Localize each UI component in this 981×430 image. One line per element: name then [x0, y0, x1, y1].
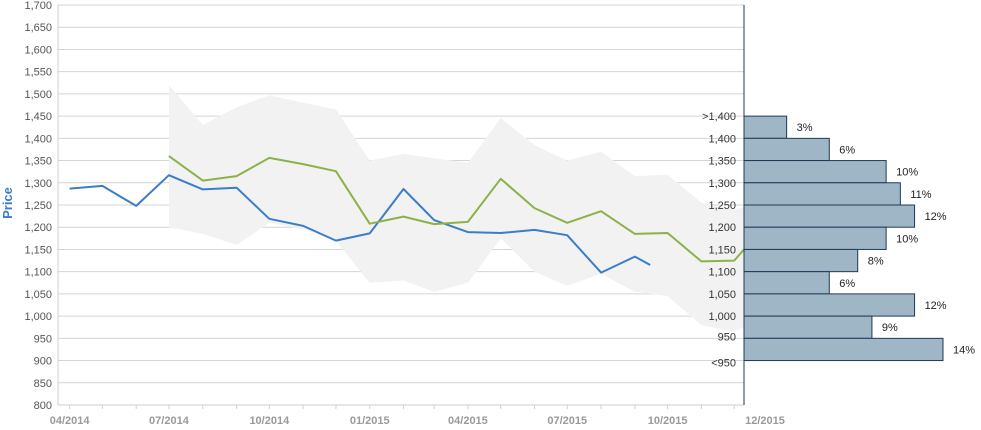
x-tick-label: 04/2014: [50, 415, 91, 427]
y-tick-label: 1,250: [24, 200, 52, 212]
histogram-bar: [743, 160, 887, 184]
y-tick-label: 850: [34, 378, 52, 390]
y-tick-label: 1,550: [24, 67, 52, 79]
histogram-bin-label: <950: [711, 358, 736, 370]
histogram-bin-label: 1,400: [708, 133, 736, 145]
histogram-bar: [743, 337, 944, 362]
histogram-bin-label: 1,350: [708, 156, 736, 168]
histogram-bin-label: >1,400: [702, 111, 736, 123]
histogram-value-label: 11%: [910, 189, 931, 201]
histogram-bin-label: 1,000: [708, 311, 736, 323]
histogram-bar: [743, 315, 873, 339]
x-tick-label: 01/2015: [350, 415, 390, 427]
histogram-value-label: 10%: [896, 167, 918, 179]
x-tick-label: 07/2015: [547, 415, 587, 427]
histogram-value-label: 8%: [868, 256, 884, 268]
y-tick-label: 1,100: [24, 267, 52, 279]
y-tick-label: 1,700: [24, 0, 52, 12]
histogram-value-label: 14%: [953, 344, 975, 356]
histogram-bar: [743, 226, 887, 250]
histogram-value-label: 9%: [882, 322, 898, 334]
y-tick-label: 1,000: [24, 311, 52, 323]
y-tick-label: 1,300: [24, 178, 52, 190]
histogram-bar: [743, 271, 830, 295]
y-tick-label: 1,350: [24, 156, 52, 168]
y-tick-label: 950: [34, 333, 52, 345]
histogram-bar: [743, 115, 788, 139]
series-line-forecast: [168, 155, 745, 263]
histogram-value-label: 12%: [925, 300, 947, 312]
y-tick-label: 1,450: [24, 111, 52, 123]
histogram-bin-label: 950: [718, 331, 736, 343]
histogram-bar: [743, 182, 901, 206]
y-tick-label: 1,650: [24, 22, 52, 34]
y-axis-label: Price: [0, 187, 15, 219]
series-lines: [69, 155, 745, 274]
histogram-bin-label: 1,200: [708, 222, 736, 234]
y-tick-label: 1,050: [24, 289, 52, 301]
histogram-value-label: 10%: [896, 233, 918, 245]
y-tick-label: 1,200: [24, 222, 52, 234]
y-tick-label: 1,600: [24, 44, 52, 56]
x-tick-label: 10/2015: [648, 415, 688, 427]
y-tick-label: 1,500: [24, 89, 52, 101]
y-tick-label: 1,150: [24, 244, 52, 256]
y-tick-label: 900: [34, 356, 52, 368]
histogram-bar: [743, 248, 859, 273]
histogram-bin-label: 1,100: [708, 267, 736, 279]
x-tick-label: 10/2014: [249, 415, 290, 427]
forecast-range-band: [168, 85, 744, 332]
histogram-bar: [743, 293, 916, 317]
x-tick-label: 04/2015: [448, 415, 488, 427]
histogram-bin-label: 1,250: [708, 200, 736, 212]
axes: 800 850 900 950 1,000 1,050 1,100 1,150 1,200 1,2…: [24, 0, 784, 427]
forecast-band-area: [168, 85, 744, 332]
histogram-value-label: 6%: [839, 278, 855, 290]
histogram-value-label: 3%: [797, 122, 813, 134]
x-tick-label: 12/2015: [745, 415, 785, 427]
histogram-value-label: 6%: [839, 144, 855, 156]
histogram-bin-label: 1,050: [708, 289, 736, 301]
histogram-bin-label: 1,300: [708, 178, 736, 190]
x-tick-label: 07/2014: [149, 415, 190, 427]
y-tick-label: 800: [34, 400, 52, 412]
histogram-bin-label: 1,150: [708, 244, 736, 256]
histogram-value-label: 12%: [925, 211, 947, 223]
y-tick-label: 1,400: [24, 133, 52, 145]
series-line-actual: [69, 174, 651, 274]
histogram-bar: [743, 137, 830, 162]
histogram-bar: [743, 204, 916, 228]
distribution-histogram: 3% >1,400 6% 1,400 10% 1,350 11% 1,300 12% 1,250 1…: [702, 111, 975, 369]
